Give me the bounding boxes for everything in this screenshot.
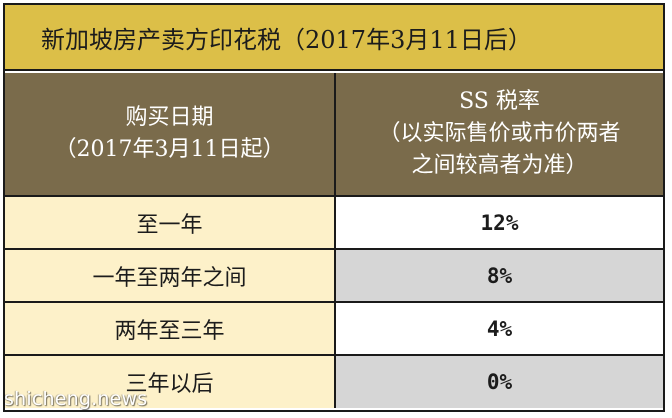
ss-rate-cell: 8%	[336, 250, 663, 301]
stamp-duty-table: 新加坡房产卖方印花税（2017年3月11日后） 购买日期 （2017年3月11日…	[3, 3, 665, 412]
header-ss-rate-label: SS 税率	[459, 89, 540, 114]
header-purchase-date-label: 购买日期	[125, 105, 214, 130]
ss-rate-cell: 12%	[336, 197, 663, 248]
holding-period-cell: 一年至两年之间	[5, 250, 336, 301]
table-title: 新加坡房产卖方印花税（2017年3月11日后）	[5, 5, 663, 71]
holding-period-cell: 至一年	[5, 197, 336, 248]
holding-period-cell: 两年至三年	[5, 303, 336, 354]
table-row: 两年至三年 4%	[5, 303, 663, 356]
site-watermark: shicheng.news	[4, 388, 148, 410]
ss-rate-cell: 0%	[336, 356, 663, 408]
header-purchase-date: 购买日期 （2017年3月11日起）	[5, 73, 336, 195]
header-ss-rate-note-1: （以实际售价或市价两者	[378, 121, 621, 146]
header-ss-rate: SS 税率 （以实际售价或市价两者 之间较高者为准）	[336, 73, 663, 195]
ss-rate-cell: 4%	[336, 303, 663, 354]
header-ss-rate-note-2: 之间较高者为准）	[411, 153, 588, 178]
table-row: 三年以后 0%	[5, 356, 663, 408]
table-row: 至一年 12%	[5, 197, 663, 250]
table-row: 一年至两年之间 8%	[5, 250, 663, 303]
header-purchase-date-note: （2017年3月11日起）	[54, 137, 285, 162]
holding-period-cell: 三年以后	[5, 356, 336, 408]
table-body: 至一年 12% 一年至两年之间 8% 两年至三年 4% 三年以后 0%	[5, 197, 663, 408]
table-header: 购买日期 （2017年3月11日起） SS 税率 （以实际售价或市价两者 之间较…	[5, 73, 663, 197]
